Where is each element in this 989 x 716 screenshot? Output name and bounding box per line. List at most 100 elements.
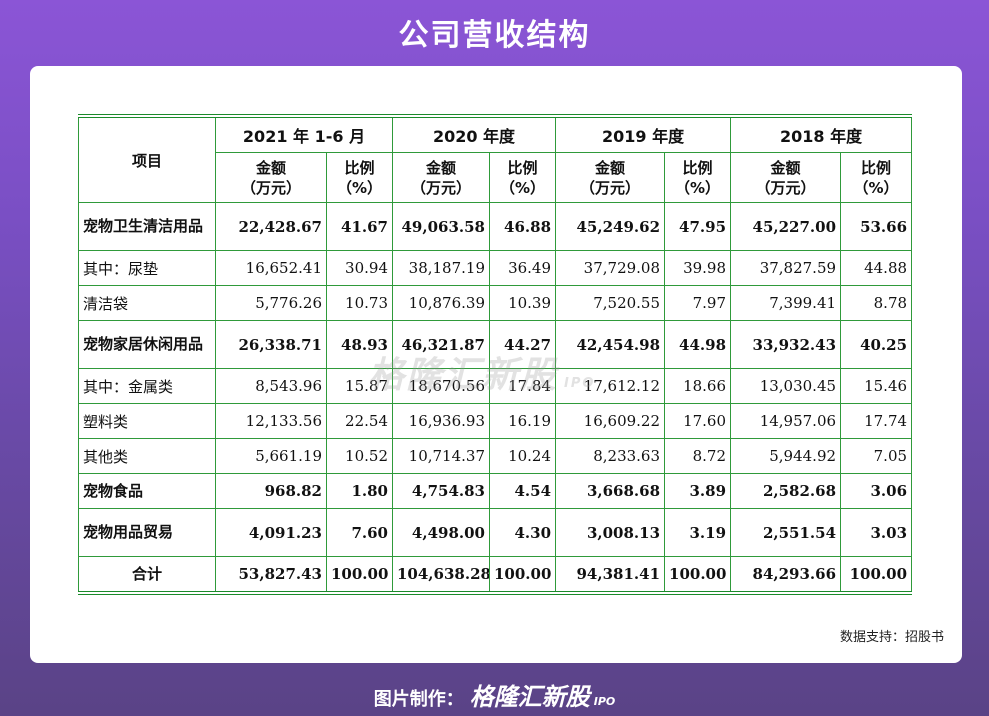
footer: 图片制作： 格隆汇新股 IPO (0, 677, 989, 712)
ratio-cell: 3.03 (840, 508, 913, 557)
ratio-cell: 10.52 (326, 438, 393, 474)
ratio-cell: 17.60 (664, 403, 732, 439)
header-amount-line2: （万元） (240, 178, 301, 197)
header-ratio-line1: 比例 (344, 158, 375, 177)
header-ratio-line2: （%） (853, 178, 899, 197)
amount-cell: 22,428.67 (215, 202, 327, 251)
ratio-cell: 53.66 (840, 202, 913, 251)
row-label: 其中：金属类 (78, 368, 216, 404)
ratio-cell: 4.30 (488, 508, 557, 557)
amount-cell: 10,876.39 (392, 285, 490, 321)
ratio-cell: 10.39 (488, 285, 557, 321)
amount-cell: 3,668.68 (555, 473, 666, 509)
ratio-cell: 18.66 (664, 368, 732, 404)
ratio-cell: 44.98 (664, 320, 732, 369)
table-row: 宠物卫生清洁用品 22,428.67 41.67 49,063.58 46.88 45,2… (78, 202, 913, 251)
amount-cell: 12,133.56 (215, 403, 327, 439)
amount-cell: 968.82 (215, 473, 327, 509)
amount-cell: 13,030.45 (730, 368, 842, 404)
header-amount-line1: 金额 (595, 158, 626, 177)
amount-cell: 38,187.19 (392, 250, 490, 286)
ratio-cell: 3.89 (664, 473, 732, 509)
table-row: 塑料类 12,133.56 22.54 16,936.93 16.19 16,609.22… (78, 403, 913, 439)
header-amount: 金额 （万元） (392, 152, 490, 203)
ratio-cell: 7.05 (840, 438, 913, 474)
header-amount: 金额 （万元） (730, 152, 842, 203)
table-row: 其中：金属类 8,543.96 15.87 18,670.56 17.84 17,612.… (78, 368, 913, 404)
amount-cell: 4,754.83 (392, 473, 490, 509)
header-amount-line1: 金额 (770, 158, 801, 177)
header-period: 2018 年度 (730, 115, 913, 153)
ratio-cell: 48.93 (326, 320, 393, 369)
header-amount-line2: （万元） (755, 178, 816, 197)
ratio-cell: 7.60 (326, 508, 393, 557)
header-period: 2021 年 1-6 月 (215, 115, 393, 153)
ratio-cell: 4.54 (488, 473, 557, 509)
amount-cell: 37,827.59 (730, 250, 842, 286)
ratio-cell: 100.00 (664, 556, 732, 594)
ratio-cell: 17.84 (488, 368, 557, 404)
amount-cell: 5,776.26 (215, 285, 327, 321)
ratio-cell: 22.54 (326, 403, 393, 439)
header-amount-line1: 金额 (255, 158, 286, 177)
amount-cell: 94,381.41 (555, 556, 666, 594)
ratio-cell: 40.25 (840, 320, 913, 369)
row-label: 塑料类 (78, 403, 216, 439)
header-ratio: 比例 （%） (326, 152, 393, 203)
amount-cell: 2,551.54 (730, 508, 842, 557)
header-ratio-line2: （%） (675, 178, 721, 197)
amount-cell: 84,293.66 (730, 556, 842, 594)
ratio-cell: 39.98 (664, 250, 732, 286)
row-label: 宠物家居休闲用品 (78, 320, 216, 369)
ratio-cell: 1.80 (326, 473, 393, 509)
revenue-table: 项目 2021 年 1-6 月 2020 年度 2019 年度 2018 年度 … (78, 114, 913, 595)
header-amount: 金额 （万元） (555, 152, 666, 203)
amount-cell: 16,936.93 (392, 403, 490, 439)
content-card: 项目 2021 年 1-6 月 2020 年度 2019 年度 2018 年度 … (30, 66, 962, 663)
amount-cell: 18,670.56 (392, 368, 490, 404)
row-label: 宠物食品 (78, 473, 216, 509)
amount-cell: 14,957.06 (730, 403, 842, 439)
row-label: 其他类 (78, 438, 216, 474)
amount-cell: 3,008.13 (555, 508, 666, 557)
amount-cell: 8,543.96 (215, 368, 327, 404)
amount-cell: 7,520.55 (555, 285, 666, 321)
header-period: 2020 年度 (391, 115, 557, 153)
header-ratio-line1: 比例 (682, 158, 713, 177)
data-source: 数据支持：招股书 (839, 630, 944, 645)
table-row: 宠物家居休闲用品 26,338.71 48.93 46,321.87 44.27 42,4… (78, 320, 913, 369)
header-amount: 金额 （万元） (215, 152, 327, 203)
table-row: 清洁袋 5,776.26 10.73 10,876.39 10.39 7,520.55 7.… (78, 285, 913, 321)
amount-cell: 16,652.41 (215, 250, 327, 286)
header-amount-line2: （万元） (580, 178, 641, 197)
ratio-cell: 100.00 (488, 556, 557, 594)
row-label: 清洁袋 (78, 285, 216, 321)
row-label: 宠物卫生清洁用品 (78, 202, 216, 251)
amount-cell: 45,249.62 (555, 202, 666, 251)
ratio-cell: 15.87 (326, 368, 393, 404)
amount-cell: 16,609.22 (555, 403, 666, 439)
ratio-cell: 15.46 (840, 368, 913, 404)
header-ratio: 比例 （%） (840, 152, 913, 203)
row-label: 其中：尿垫 (78, 250, 216, 286)
amount-cell: 42,454.98 (555, 320, 666, 369)
amount-cell: 5,944.92 (730, 438, 842, 474)
header-period: 2019 年度 (555, 115, 732, 153)
row-label: 宠物用品贸易 (78, 508, 216, 557)
ratio-cell: 100.00 (840, 556, 913, 594)
ratio-cell: 3.19 (664, 508, 732, 557)
header-ratio-line2: （%） (499, 178, 546, 197)
ratio-cell: 47.95 (664, 202, 732, 251)
amount-cell: 7,399.41 (730, 285, 842, 321)
row-label: 合计 (78, 556, 216, 594)
ratio-cell: 16.19 (488, 403, 557, 439)
header-ratio-line1: 比例 (507, 158, 538, 177)
footer-brand: 格隆汇新股 (469, 683, 590, 711)
header-ratio-line1: 比例 (861, 158, 892, 177)
table-row: 合计 53,827.43 100.00 104,638.28 100.00 94,381.… (78, 556, 913, 594)
table-row: 其中：尿垫 16,652.41 30.94 38,187.19 36.49 37,729.… (78, 250, 913, 286)
amount-cell: 46,321.87 (392, 320, 490, 369)
header-amount-line1: 金额 (425, 158, 456, 177)
table-row: 宠物食品 968.82 1.80 4,754.83 4.54 3,668.68 3.89 2,… (78, 473, 913, 509)
ratio-cell: 44.27 (488, 320, 557, 369)
